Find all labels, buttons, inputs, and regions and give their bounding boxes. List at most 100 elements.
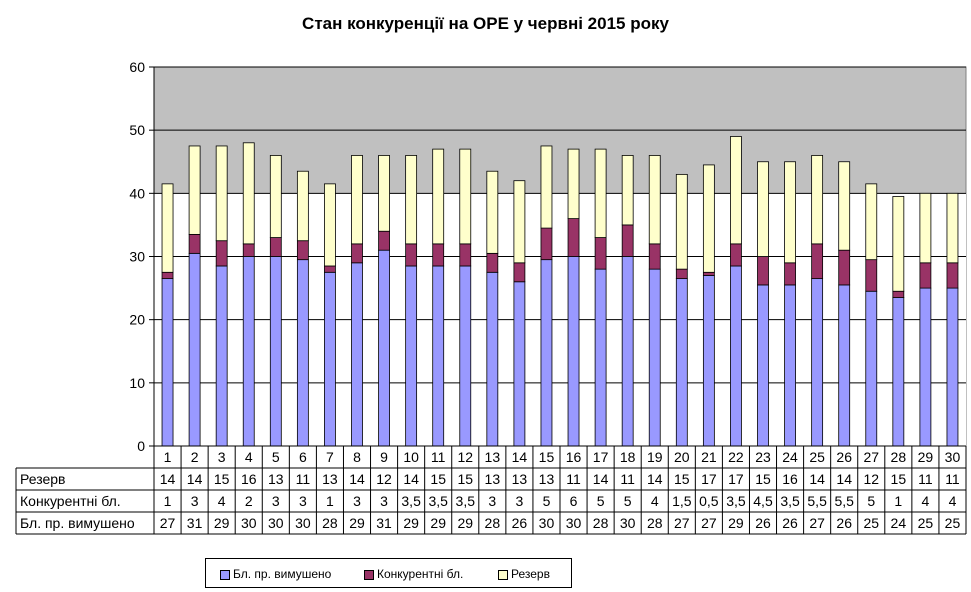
- table-cell: 14: [187, 471, 203, 487]
- table-cell: 11: [566, 471, 581, 487]
- table-cell: 27: [809, 515, 825, 531]
- y-tick-label: 60: [129, 59, 145, 75]
- table-cell: 3,5: [780, 493, 800, 509]
- bar-reserve: [459, 148, 472, 245]
- bar-competitive: [892, 290, 905, 298]
- bar-competitive: [621, 224, 634, 257]
- bar-forced: [378, 249, 390, 447]
- bar-forced: [865, 290, 878, 447]
- bar-forced: [215, 265, 228, 447]
- bar-reserve: [405, 155, 418, 245]
- table-cell: 3,5: [456, 493, 476, 509]
- legend-label-reserve: Резерв: [511, 567, 550, 581]
- x-tick-label: 27: [863, 449, 879, 465]
- table-cell: 26: [836, 515, 852, 531]
- table-cell: 11: [945, 471, 960, 487]
- table-cell: 29: [403, 515, 419, 531]
- table-cell: 24: [891, 515, 907, 531]
- table-cell: 4: [922, 493, 930, 509]
- table-cell: 12: [376, 471, 392, 487]
- bar-forced: [648, 268, 661, 447]
- table-cell: 12: [863, 471, 879, 487]
- x-tick-label: 23: [755, 449, 771, 465]
- x-tick-label: 15: [539, 449, 555, 465]
- chart-title: Стан конкуренції на ОРЕ у червні 2015 ро…: [302, 14, 669, 33]
- bar-reserve: [567, 148, 580, 219]
- bar-forced: [351, 262, 363, 447]
- table-cell: 14: [809, 471, 825, 487]
- bar-competitive: [486, 252, 499, 273]
- bar-forced: [594, 268, 607, 447]
- table-cell: 3,5: [401, 493, 421, 509]
- bar-forced: [432, 265, 445, 447]
- table-cell: 30: [566, 515, 582, 531]
- bar-reserve: [757, 161, 769, 257]
- table-cell: 5: [597, 493, 605, 509]
- x-tick-label: 5: [272, 449, 280, 465]
- bar-reserve: [540, 145, 553, 229]
- bar-competitive: [161, 271, 174, 280]
- bar-competitive: [269, 237, 282, 257]
- bar-forced: [784, 284, 796, 447]
- table-row-header: Бл. пр. вимушено: [20, 515, 135, 531]
- table-cell: 25: [863, 515, 879, 531]
- table-cell: 17: [728, 471, 744, 487]
- x-tick-label: 14: [512, 449, 528, 465]
- table-cell: 28: [485, 515, 501, 531]
- table-cell: 3: [299, 493, 307, 509]
- bar-forced: [811, 278, 824, 447]
- table-cell: 11: [620, 471, 635, 487]
- y-tick-label: 50: [129, 122, 145, 138]
- bar-competitive: [188, 233, 201, 254]
- bar-competitive: [242, 243, 255, 257]
- table-cell: 3: [191, 493, 199, 509]
- bar-reserve: [242, 142, 255, 245]
- bar-competitive: [351, 243, 363, 264]
- table-cell: 5: [543, 493, 551, 509]
- bar-reserve: [188, 145, 201, 235]
- bar-competitive: [730, 243, 742, 267]
- bar-forced: [161, 278, 174, 447]
- legend-swatch-forced: [220, 570, 230, 580]
- table-cell: 16: [241, 471, 257, 487]
- bar-competitive: [648, 243, 661, 270]
- bar-forced: [621, 256, 634, 447]
- table-cell: 13: [322, 471, 338, 487]
- bar-forced: [188, 252, 201, 447]
- bar-competitive: [865, 259, 878, 292]
- bar-reserve: [486, 170, 499, 254]
- legend: Бл. пр. вимушено Конкурентні бл. Резерв: [205, 558, 572, 588]
- table-cell: 11: [296, 471, 311, 487]
- y-tick-label: 0: [137, 438, 145, 454]
- bar-forced: [513, 281, 526, 447]
- table-cell: 30: [295, 515, 311, 531]
- table-cell: 13: [512, 471, 528, 487]
- table-cell: 29: [214, 515, 230, 531]
- bar-forced: [540, 259, 553, 447]
- bar-competitive: [919, 262, 932, 289]
- bar-competitive: [296, 240, 309, 261]
- table-cell: 3: [516, 493, 524, 509]
- bar-reserve: [865, 183, 878, 261]
- bar-reserve: [351, 155, 363, 245]
- table-cell: 30: [268, 515, 284, 531]
- table-cell: 30: [620, 515, 636, 531]
- table-cell: 1,5: [672, 493, 692, 509]
- table-cell: 26: [512, 515, 528, 531]
- table-row-header: Конкурентні бл.: [20, 493, 121, 509]
- x-tick-label: 20: [674, 449, 690, 465]
- table-cell: 5,5: [807, 493, 827, 509]
- bar-competitive: [757, 256, 769, 286]
- bar-reserve: [919, 192, 932, 264]
- table-cell: 13: [539, 471, 555, 487]
- bar-forced: [675, 278, 688, 447]
- table-cell: 15: [430, 471, 446, 487]
- bar-reserve: [675, 173, 688, 270]
- bar-competitive: [675, 268, 688, 280]
- table-cell: 14: [593, 471, 609, 487]
- bar-reserve: [513, 180, 526, 264]
- x-tick-label: 24: [782, 449, 798, 465]
- legend-label-forced: Бл. пр. вимушено: [233, 567, 332, 581]
- table-cell: 15: [457, 471, 473, 487]
- table-cell: 16: [782, 471, 798, 487]
